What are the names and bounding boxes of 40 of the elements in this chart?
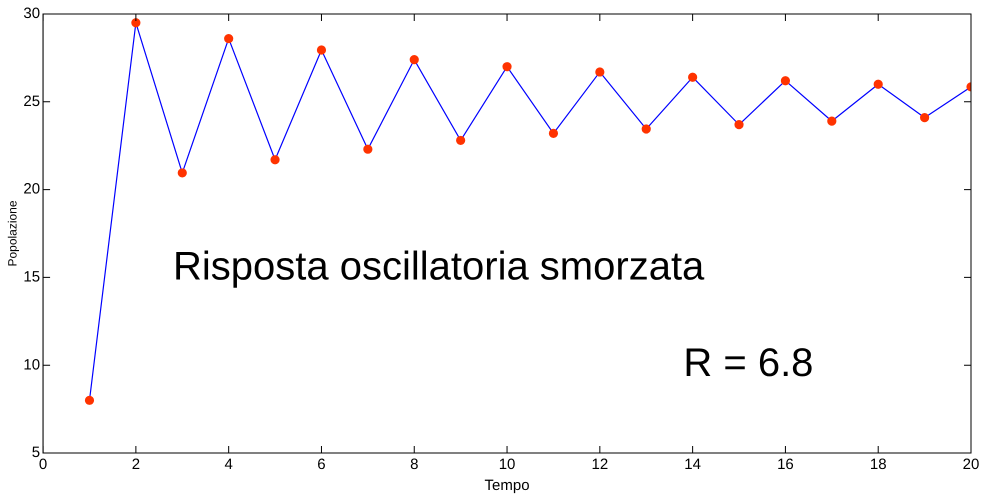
point [224, 34, 234, 44]
x-tick-label: 0 [38, 456, 48, 474]
x-tick-label: 20 [962, 456, 980, 474]
annotation: Risposta oscillatoria smorzata [172, 244, 706, 289]
x-tick-label: 8 [410, 456, 418, 474]
point [84, 396, 94, 405]
y-axis-title: Popolazione [6, 200, 20, 267]
point [131, 18, 140, 28]
annotation: R = 6.8 [683, 341, 814, 386]
point [456, 136, 466, 146]
point [363, 144, 372, 154]
y-tick-label: 20 [23, 180, 40, 198]
point [316, 45, 326, 55]
point [502, 62, 512, 72]
x-axis-title: Tempo [484, 477, 530, 494]
y-tick-label: 5 [32, 444, 40, 462]
x-tick-label: 6 [317, 456, 326, 474]
point [874, 80, 883, 89]
point [270, 155, 280, 164]
x-tick-label: 2 [132, 456, 140, 474]
y-tick-label: 15 [23, 268, 40, 286]
x-tick-label: 4 [224, 456, 233, 474]
point [410, 55, 419, 64]
x-tick-label: 16 [777, 456, 794, 474]
x-tick-label: 18 [870, 456, 887, 474]
point [780, 76, 790, 86]
x-tick-label: 12 [591, 456, 608, 474]
x-tick-label: 14 [684, 456, 701, 474]
point [595, 67, 604, 77]
point [548, 128, 558, 138]
point [734, 120, 744, 130]
point [642, 124, 651, 134]
point [688, 72, 698, 82]
point [827, 116, 836, 126]
y-tick-label: 30 [23, 5, 40, 22]
x-tick-label: 10 [498, 456, 516, 474]
y-tick-label: 10 [23, 356, 40, 374]
point [178, 168, 187, 178]
point [920, 113, 930, 122]
y-tick-label: 25 [23, 92, 40, 110]
